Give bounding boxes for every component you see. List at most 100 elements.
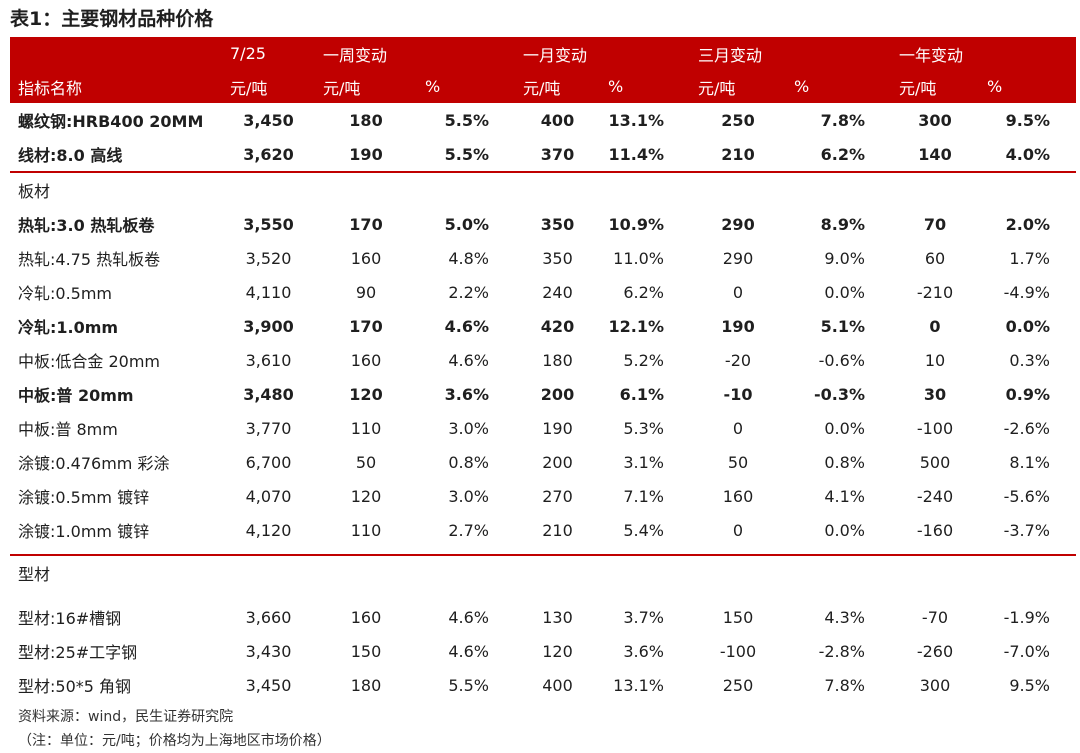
row-label: 中板:普 8mm bbox=[18, 420, 118, 439]
change-value-cell: 270 bbox=[542, 486, 573, 506]
table-row: 热轧:3.0 热轧板卷 3,550 170 5.0% 350 10.9% 290 8.9% 70… bbox=[10, 207, 1076, 241]
header-unit: 元/吨 bbox=[523, 78, 561, 98]
change-value-cell: 150 bbox=[722, 607, 754, 627]
section-label: 板材 bbox=[10, 171, 1076, 207]
change-percent-cell: 6.1% bbox=[619, 384, 664, 404]
change-percent-cell: 13.1% bbox=[613, 675, 664, 695]
change-value-cell: 180 bbox=[542, 350, 573, 370]
change-value-cell: -210 bbox=[916, 282, 954, 302]
change-value-cell: 10 bbox=[924, 350, 946, 370]
header-percent: % bbox=[794, 77, 810, 96]
change-percent-cell: 7.1% bbox=[623, 486, 664, 506]
change-value-cell: 0 bbox=[929, 316, 941, 336]
table-row: 热轧:4.75 热轧板卷 3,520 160 4.8% 350 11.0% 290 9.0% 6… bbox=[10, 241, 1076, 275]
change-value-cell: 90 bbox=[355, 282, 377, 302]
change-percent-cell: 7.8% bbox=[820, 110, 865, 130]
change-percent-cell: -4.9% bbox=[1003, 282, 1050, 302]
change-value-cell: 290 bbox=[722, 248, 754, 268]
change-value-cell: 70 bbox=[923, 214, 947, 234]
price-cell: 3,480 bbox=[243, 384, 294, 404]
change-value-cell: 190 bbox=[721, 316, 755, 336]
footnotes: 资料来源：wind，民生证券研究院 （注：单位：元/吨；价格均为上海地区市场价格… bbox=[18, 705, 331, 753]
change-value-cell: -160 bbox=[916, 520, 954, 540]
change-value-cell: 0 bbox=[732, 520, 744, 540]
change-percent-cell: -2.8% bbox=[818, 641, 865, 661]
change-value-cell: 190 bbox=[349, 144, 383, 164]
change-percent-cell: 9.5% bbox=[1009, 675, 1050, 695]
change-percent-cell: 9.5% bbox=[1005, 110, 1050, 130]
change-percent-cell: 4.1% bbox=[824, 486, 865, 506]
change-percent-cell: 5.1% bbox=[820, 316, 865, 336]
row-label: 冷轧:1.0mm bbox=[18, 318, 119, 337]
change-value-cell: 250 bbox=[721, 110, 755, 130]
header-cell bbox=[417, 37, 515, 70]
change-percent-cell: 4.6% bbox=[448, 641, 489, 661]
row-label: 热轧:3.0 热轧板卷 bbox=[18, 216, 155, 235]
change-value-cell: 200 bbox=[542, 452, 573, 472]
header-unit: 元/吨 bbox=[698, 78, 736, 98]
change-value-cell: -70 bbox=[921, 607, 949, 627]
change-percent-cell: 6.2% bbox=[820, 144, 865, 164]
change-percent-cell: 5.5% bbox=[444, 144, 489, 164]
price-cell: 4,120 bbox=[245, 520, 292, 540]
change-value-cell: 300 bbox=[919, 675, 951, 695]
change-percent-cell: -3.7% bbox=[1003, 520, 1050, 540]
change-percent-cell: 1.7% bbox=[1009, 248, 1050, 268]
change-value-cell: 110 bbox=[350, 418, 382, 438]
change-value-cell: 400 bbox=[540, 110, 575, 130]
change-percent-cell: 3.0% bbox=[448, 486, 489, 506]
change-value-cell: 180 bbox=[349, 110, 383, 130]
change-value-cell: 160 bbox=[350, 607, 382, 627]
header-percent: % bbox=[425, 77, 441, 96]
change-value-cell: 290 bbox=[721, 214, 755, 234]
change-value-cell: 420 bbox=[540, 316, 575, 336]
header-cell bbox=[979, 37, 1076, 70]
table-row: 中板:普 20mm 3,480 120 3.6% 200 6.1% -10 -0.3% 30 0.… bbox=[10, 377, 1076, 411]
row-label: 型材:50*5 角钢 bbox=[18, 677, 132, 696]
change-percent-cell: 3.0% bbox=[448, 418, 489, 438]
spacer-row bbox=[10, 590, 1076, 600]
table-row: 中板:普 8mm 3,770 110 3.0% 190 5.3% 0 0.0% -100 -2.6… bbox=[10, 411, 1076, 445]
price-cell: 4,070 bbox=[245, 486, 292, 506]
change-percent-cell: 12.1% bbox=[608, 316, 664, 336]
price-cell: 3,610 bbox=[245, 350, 292, 370]
change-percent-cell: 4.6% bbox=[448, 607, 489, 627]
row-label: 冷轧:0.5mm bbox=[18, 284, 113, 303]
change-percent-cell: 0.0% bbox=[824, 520, 865, 540]
change-percent-cell: 4.6% bbox=[444, 316, 489, 336]
change-percent-cell: 3.7% bbox=[623, 607, 664, 627]
unit-note: （注：单位：元/吨；价格均为上海地区市场价格） bbox=[18, 733, 331, 749]
section-label: 型材 bbox=[10, 554, 1076, 590]
change-value-cell: 60 bbox=[924, 248, 946, 268]
change-percent-cell: 4.0% bbox=[1005, 144, 1050, 164]
price-cell: 3,450 bbox=[243, 110, 294, 130]
change-value-cell: 300 bbox=[918, 110, 952, 130]
change-percent-cell: 10.9% bbox=[608, 214, 664, 234]
change-percent-cell: 2.0% bbox=[1005, 214, 1050, 234]
change-percent-cell: 8.1% bbox=[1009, 452, 1050, 472]
change-value-cell: 50 bbox=[727, 452, 749, 472]
change-value-cell: 160 bbox=[722, 486, 754, 506]
change-percent-cell: 9.0% bbox=[824, 248, 865, 268]
change-value-cell: 350 bbox=[540, 214, 575, 234]
change-value-cell: 160 bbox=[350, 248, 382, 268]
price-cell: 3,520 bbox=[245, 248, 292, 268]
change-percent-cell: 0.0% bbox=[1005, 316, 1050, 336]
row-label: 型材:25#工字钢 bbox=[18, 643, 138, 662]
change-percent-cell: 4.3% bbox=[824, 607, 865, 627]
price-cell: 3,900 bbox=[243, 316, 294, 336]
change-percent-cell: 5.0% bbox=[444, 214, 489, 234]
change-value-cell: 400 bbox=[542, 675, 573, 695]
table-row: 线材:8.0 高线 3,620 190 5.5% 370 11.4% 210 6.2% 140 4… bbox=[10, 137, 1076, 172]
steel-price-table: 7/25 一周变动 一月变动 三月变动 一年变动 指标名称 元/吨 元/吨 % … bbox=[10, 37, 1076, 702]
header-week-change: 一周变动 bbox=[323, 45, 388, 65]
header-year-change: 一年变动 bbox=[899, 45, 964, 65]
table-row: 涂镀:1.0mm 镀锌 4,120 110 2.7% 210 5.4% 0 0.0% -160 -… bbox=[10, 513, 1076, 547]
change-percent-cell: 3.6% bbox=[623, 641, 664, 661]
row-label: 中板:普 20mm bbox=[18, 386, 134, 405]
change-value-cell: 0 bbox=[732, 282, 744, 302]
table-title: 表1：主要钢材品种价格 bbox=[10, 8, 214, 30]
change-percent-cell: 5.4% bbox=[623, 520, 664, 540]
change-value-cell: 120 bbox=[350, 486, 382, 506]
change-value-cell: 210 bbox=[721, 144, 755, 164]
